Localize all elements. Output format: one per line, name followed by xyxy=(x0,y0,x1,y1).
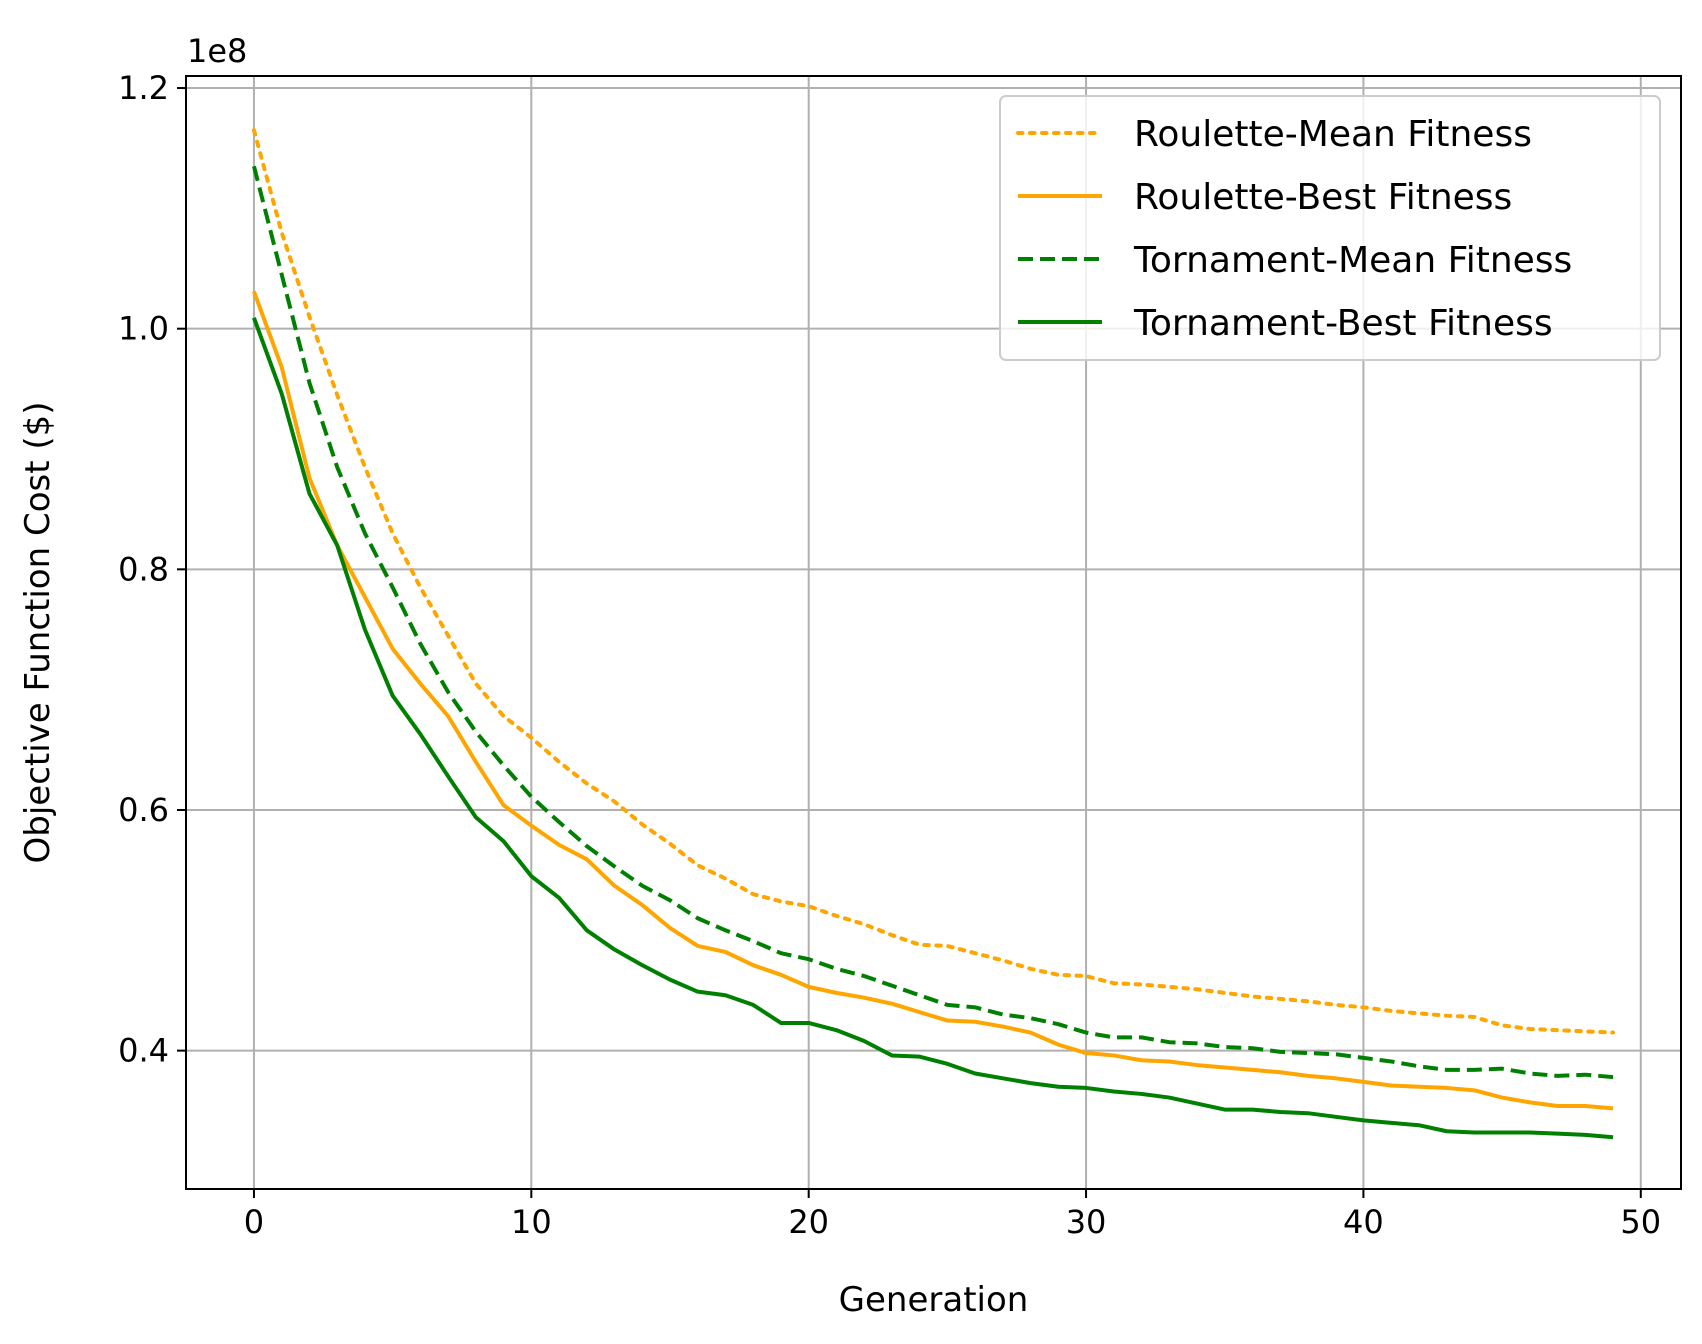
legend-label: Tornament-Mean Fitness xyxy=(1133,240,1572,281)
series-line-roulette-best-fitness xyxy=(252,290,1614,1111)
x-tick-label: 40 xyxy=(1343,1203,1384,1241)
x-tick-label: 30 xyxy=(1066,1203,1107,1241)
x-tick-label: 50 xyxy=(1620,1203,1661,1241)
y-axis-title: Objective Function Cost ($) xyxy=(18,401,58,863)
y-tick-label: 1.2 xyxy=(118,69,169,107)
axes-frame xyxy=(185,75,1682,1190)
y-axis-offset-label: 1e8 xyxy=(187,32,247,70)
series-line-roulette-mean-fitness xyxy=(251,128,1616,1035)
x-tick-label: 0 xyxy=(244,1203,264,1241)
y-tick-label: 0.8 xyxy=(118,550,169,588)
axis-ticks: 0 10 20 30 40 50 0.4 0.6 0.8 1.0 1.2 xyxy=(118,69,1661,1241)
legend-label: Roulette-Best Fitness xyxy=(1134,177,1512,218)
x-tick-label: 20 xyxy=(788,1203,829,1241)
legend-label: Tornament-Best Fitness xyxy=(1133,303,1553,344)
series-line-tornament-mean-fitness xyxy=(252,165,1614,1080)
legend-box xyxy=(999,95,1661,361)
series-line-tornament-best-fitness xyxy=(252,317,1614,1140)
legend-label: Roulette-Mean Fitness xyxy=(1134,114,1532,155)
y-tick-label: 0.6 xyxy=(118,791,169,829)
legend: Roulette-Mean Fitness Roulette-Best Fitne… xyxy=(999,95,1661,361)
x-axis-title: Generation xyxy=(839,1280,1029,1320)
y-tick-label: 1.0 xyxy=(118,310,169,348)
y-tick-label: 0.4 xyxy=(118,1032,169,1070)
plot-area-series xyxy=(251,128,1616,1140)
x-tick-label: 10 xyxy=(511,1203,552,1241)
